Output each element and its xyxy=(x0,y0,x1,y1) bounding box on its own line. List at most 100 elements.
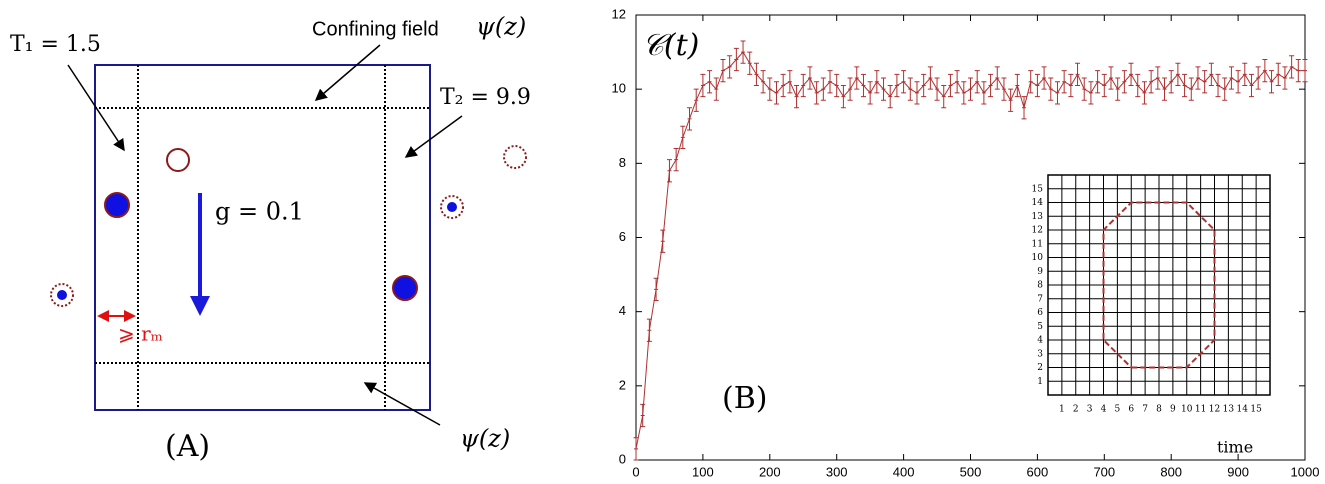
error-bar xyxy=(961,81,967,105)
x-tick-label: 0 xyxy=(632,464,639,479)
y-tick-label: 2 xyxy=(619,377,626,392)
error-bar xyxy=(941,84,947,109)
error-bar xyxy=(633,437,639,461)
rm-label: ⩾ rₘ xyxy=(118,322,163,346)
x-tick-label: 11 xyxy=(1195,405,1206,415)
psi-label: ψ(z) xyxy=(476,13,526,41)
error-bar xyxy=(747,51,753,75)
y-tick-label: 5 xyxy=(1037,322,1043,332)
error-bar xyxy=(700,73,706,98)
error-bar xyxy=(1248,73,1254,98)
x-tick-label: 15 xyxy=(1250,405,1262,415)
error-bar xyxy=(1162,77,1168,101)
error-bar xyxy=(740,40,746,64)
error-bar xyxy=(1121,70,1127,94)
error-bar xyxy=(707,70,713,94)
error-bar xyxy=(646,318,652,342)
y-tick-label: 0 xyxy=(619,451,626,466)
error-bar xyxy=(974,70,980,94)
y-tick-label: 11 xyxy=(1032,239,1043,249)
error-bar xyxy=(827,70,833,94)
error-bar xyxy=(968,77,973,101)
error-bar xyxy=(981,81,987,105)
error-bar xyxy=(653,277,659,302)
error-bar xyxy=(894,73,900,98)
error-bar xyxy=(1014,73,1020,98)
x-tick-label: 1 xyxy=(1059,405,1065,415)
x-axis-label: time xyxy=(1217,438,1253,457)
y-tick-label: 8 xyxy=(619,155,626,170)
error-bar xyxy=(720,59,726,83)
error-bar xyxy=(1195,66,1201,90)
error-bar xyxy=(666,159,672,183)
error-bar xyxy=(1115,77,1121,101)
error-bar xyxy=(927,66,933,90)
y-tick-label: 13 xyxy=(1032,212,1044,222)
error-bar xyxy=(1068,73,1074,98)
error-bar xyxy=(1095,70,1101,94)
panel-b: 0 100 200 300 400 500 600 700 800 900 100002468101… xyxy=(612,6,1320,479)
error-bar xyxy=(773,81,779,105)
error-bar xyxy=(988,73,994,98)
error-bar xyxy=(840,84,846,109)
y-tick-label: 6 xyxy=(619,229,626,244)
error-bar xyxy=(1175,62,1181,86)
x-tick-label: 600 xyxy=(1027,464,1049,479)
error-bar xyxy=(1222,77,1228,101)
x-tick-label: 100 xyxy=(692,464,714,479)
y-axis-label: 𝒞(t) xyxy=(642,28,699,63)
error-bar xyxy=(1155,66,1161,90)
ghost xyxy=(440,195,464,219)
error-bar xyxy=(1255,66,1261,90)
ghost-core xyxy=(447,202,457,212)
x-tick-label: 3 xyxy=(1087,405,1093,415)
g-label: g = 0.1 xyxy=(215,198,304,226)
error-bar xyxy=(1269,70,1275,94)
psi-label: ψ(z) xyxy=(460,425,510,453)
x-tick-label: 400 xyxy=(893,464,915,479)
error-bar xyxy=(954,70,960,94)
error-bar xyxy=(1141,81,1147,105)
error-bar xyxy=(1202,70,1208,94)
error-bar xyxy=(1295,59,1301,83)
x-tick-label: 800 xyxy=(1160,464,1182,479)
error-bar xyxy=(860,73,866,98)
error-bar xyxy=(687,107,693,131)
error-bar xyxy=(1188,77,1194,101)
error-bar xyxy=(921,73,927,98)
x-tick-label: 8 xyxy=(1156,405,1162,415)
error-bar xyxy=(1148,70,1154,94)
x-tick-label: 9 xyxy=(1170,405,1176,415)
error-bar xyxy=(693,88,699,112)
pointers xyxy=(67,44,463,426)
y-tick-label: 3 xyxy=(1037,349,1043,359)
x-tick-label: 300 xyxy=(826,464,848,479)
x-tick-label: 13 xyxy=(1223,405,1235,415)
error-bar xyxy=(874,70,880,94)
error-bar xyxy=(1262,59,1268,83)
error-bar xyxy=(1028,70,1034,94)
particle xyxy=(104,192,130,218)
error-bar xyxy=(934,77,940,101)
x-tick-label: 1000 xyxy=(1291,464,1320,479)
box xyxy=(94,64,431,411)
error-bar xyxy=(1108,66,1114,90)
error-bar xyxy=(881,77,887,101)
ghost xyxy=(503,145,527,169)
error-bar xyxy=(787,70,793,94)
x-tick-label: 900 xyxy=(1227,464,1249,479)
error-bar xyxy=(1289,55,1295,79)
error-bar xyxy=(673,148,679,172)
error-bar xyxy=(800,73,806,98)
y-tick-label: 4 xyxy=(619,303,626,318)
error-bar xyxy=(1008,88,1014,112)
ghost xyxy=(50,283,74,307)
error-bar xyxy=(733,47,739,72)
ghost-core xyxy=(57,290,67,300)
error-bar xyxy=(1275,62,1281,86)
error-bar xyxy=(1001,77,1007,101)
x-tick-label: 12 xyxy=(1209,405,1220,415)
error-bar xyxy=(1208,62,1214,86)
error-bar xyxy=(753,62,759,86)
x-tick-label: 7 xyxy=(1142,405,1148,415)
